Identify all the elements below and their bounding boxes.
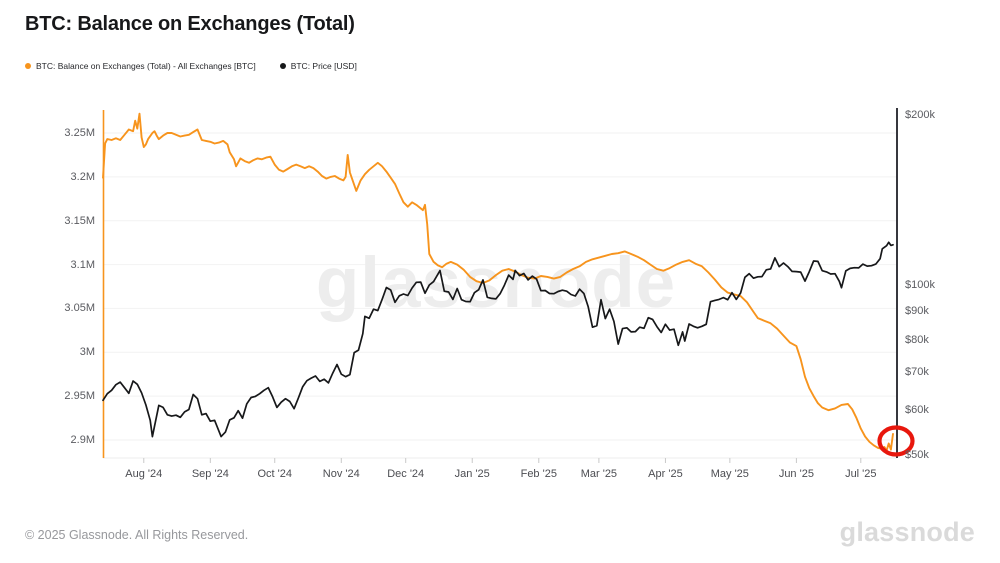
glassnode-logo: glassnode	[839, 517, 975, 547]
copyright-text: © 2025 Glassnode. All Rights Reserved.	[25, 528, 249, 542]
y-left-tick-label: 3.25M	[64, 127, 95, 139]
x-tick-label: Dec '24	[387, 468, 425, 480]
legend-item-price[interactable]: BTC: Price [USD]	[279, 61, 357, 71]
legend-label-balance: BTC: Balance on Exchanges (Total) - All …	[36, 61, 256, 71]
y-right-tick-label: $90k	[905, 304, 929, 317]
y-left-tick-label: 2.95M	[64, 390, 95, 403]
legend-dot-price	[279, 63, 286, 69]
x-tick-label: Mar '25	[580, 468, 618, 480]
page-title: BTC: Balance on Exchanges (Total)	[25, 13, 355, 35]
price-series-line	[102, 241, 894, 438]
y-right-tick-label: $80k	[905, 333, 929, 346]
y-axis-right-labels: $200k $100k $90k $80k $70k $60k $50k	[905, 0, 995, 563]
y-left-tick-label: 3M	[79, 346, 95, 359]
x-tick-label: Sep '24	[191, 468, 229, 480]
x-tick-label: Apr '25	[648, 468, 683, 480]
y-right-tick-label: $70k	[905, 366, 929, 379]
x-tick-label: Nov '24	[322, 468, 360, 480]
y-right-tick-label: $200k	[905, 108, 935, 121]
balance-series-line	[102, 112, 894, 452]
y-right-tick-label: $50k	[905, 449, 929, 461]
y-left-tick-label: 2.9M	[70, 433, 95, 446]
y-left-tick-label: 3.15M	[64, 214, 95, 227]
legend-item-balance[interactable]: BTC: Balance on Exchanges (Total) - All …	[25, 61, 256, 71]
y-left-tick-label: 3.05M	[64, 302, 95, 315]
x-tick-label: Aug '24	[125, 468, 163, 480]
y-axis-left-labels: 3.25M 3.2M 3.15M 3.1M 3.05M 3M 2.95M 2.9M	[0, 0, 95, 563]
x-tick-label: Jul '25	[845, 468, 877, 480]
x-tick-label: Jan '25	[454, 468, 490, 480]
y-right-tick-label: $60k	[905, 404, 929, 417]
y-right-tick-label: $100k	[905, 279, 935, 291]
x-tick-label: Jun '25	[778, 468, 814, 480]
y-left-tick-label: 3.2M	[70, 170, 95, 183]
x-tick-label: Feb '25	[520, 468, 557, 480]
x-tick-label: May '25	[710, 468, 749, 480]
y-left-tick-label: 3.1M	[70, 258, 95, 271]
chart-legend: BTC: Balance on Exchanges (Total) - All …	[25, 61, 357, 71]
legend-dot-balance	[25, 63, 31, 69]
red-circle-annotation	[877, 425, 915, 457]
legend-label-price: BTC: Price [USD]	[290, 61, 357, 71]
x-tick-label: Oct '24	[257, 468, 292, 480]
